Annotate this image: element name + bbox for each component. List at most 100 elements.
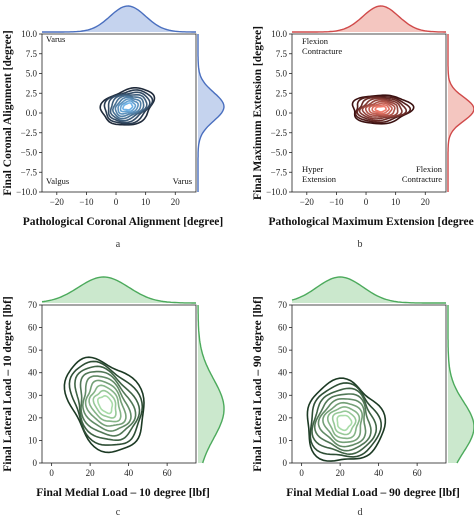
- y-tick-label: 30: [28, 390, 38, 400]
- x-tick-label: −20: [300, 197, 315, 207]
- contour-level-5: [361, 99, 399, 118]
- y-tick-label: −5.0: [21, 148, 38, 158]
- x-tick-label: 10: [391, 197, 401, 207]
- annotation: Extension: [302, 174, 337, 184]
- y-tick-label: 30: [278, 390, 288, 400]
- y-tick-label: 70: [278, 300, 288, 310]
- contour-level-9: [336, 414, 353, 432]
- y-tick-label: 10: [278, 435, 288, 445]
- marginal-x-line: [41, 276, 196, 304]
- marginal-y-fill: [198, 34, 224, 192]
- x-axis-label: Pathological Coronal Alignment [degree]: [23, 216, 224, 228]
- contour-level-9: [97, 394, 114, 415]
- x-tick-label: 0: [299, 468, 304, 478]
- marginal-y-line: [447, 34, 474, 192]
- contour-level-4: [109, 94, 148, 122]
- marginal-x-fill: [292, 277, 446, 303]
- panel-a: −20 −10 0 10 20 10.0 7.5 5.0 2.5 0.0 −2.5 −5.0 −7.5 −…: [2, 5, 225, 250]
- marginal-x-fill: [292, 6, 446, 32]
- marginal-y-fill: [198, 305, 224, 463]
- contour-level-5: [317, 398, 367, 448]
- contour-level-2: [103, 89, 154, 125]
- contour-level-8: [119, 99, 137, 113]
- annotation: Varus: [173, 176, 192, 186]
- y-tick-label: −10.0: [266, 187, 287, 197]
- panel-label: a: [116, 239, 121, 250]
- contour-level-3: [107, 91, 151, 124]
- annotation: Flexion: [416, 164, 443, 174]
- y-tick-label: 2.5: [26, 88, 38, 98]
- panel-b: −20 −10 0 10 20 10.0 7.5 5.0 2.5 0.0 −2.5 −5.0 −7.5 −…: [252, 5, 474, 250]
- y-tick-label: 10: [28, 435, 38, 445]
- y-tick-label: 0: [283, 458, 288, 468]
- contour-level-3: [74, 365, 141, 441]
- x-tick-label: 0: [114, 197, 119, 207]
- y-tick-label: 0: [33, 458, 38, 468]
- x-tick-label: 20: [421, 197, 431, 207]
- x-tick-label: −10: [329, 197, 344, 207]
- y-tick-label: 20: [28, 413, 38, 423]
- y-tick-label: 60: [28, 323, 38, 333]
- contour-level-5: [81, 375, 132, 432]
- y-tick-label: 70: [28, 300, 38, 310]
- x-axis-label: Final Medial Load – 90 degree [lbf]: [286, 487, 460, 499]
- contour-level-8: [92, 389, 117, 419]
- panel-label: d: [358, 507, 363, 518]
- y-tick-label: 20: [278, 413, 288, 423]
- contour-level-8: [331, 410, 357, 436]
- contour-level-3: [311, 387, 378, 456]
- x-tick-label: 0: [49, 468, 54, 478]
- annotation: Varus: [46, 34, 65, 44]
- contour-level-6: [114, 96, 142, 118]
- marginal-y-line: [447, 305, 474, 464]
- y-tick-label: 40: [28, 368, 38, 378]
- contour-level-4: [79, 370, 137, 437]
- y-tick-label: 7.5: [26, 49, 38, 59]
- y-tick-label: 40: [278, 368, 288, 378]
- marginal-y-fill: [448, 305, 474, 463]
- panel-d: 0 20 40 60 70 60 50 40 30 20 10 0 Final Medial Load …: [252, 276, 474, 518]
- y-tick-label: 5.0: [26, 69, 38, 79]
- contour-group: [351, 94, 415, 125]
- annotation: Contracture: [402, 174, 442, 184]
- x-tick-label: 40: [374, 468, 384, 478]
- y-axis-label: Final Maximum Extension [degree]: [252, 26, 264, 200]
- y-tick-label: 7.5: [276, 49, 288, 59]
- x-axis-label: Final Medial Load – 10 degree [lbf]: [36, 487, 210, 499]
- y-tick-label: −7.5: [271, 167, 288, 177]
- contour-level-2: [68, 360, 144, 446]
- marginal-x-fill: [42, 277, 196, 303]
- marginal-x-line: [291, 276, 446, 304]
- panel-label: c: [116, 507, 121, 518]
- x-tick-label: 0: [364, 197, 369, 207]
- y-tick-label: 10.0: [21, 29, 37, 39]
- x-tick-label: 20: [86, 468, 96, 478]
- contour-group: [99, 87, 156, 126]
- panel-c: 0 20 40 60 70 60 50 40 30 20 10 0 Final Medial Load …: [2, 276, 225, 518]
- contour-level-8: [371, 103, 390, 115]
- contour-level-2: [354, 96, 412, 124]
- x-tick-label: 20: [171, 197, 181, 207]
- annotation: Hyper: [302, 164, 323, 174]
- contour-level-7: [368, 102, 393, 116]
- y-tick-label: 2.5: [276, 88, 288, 98]
- marginal-y-fill: [448, 34, 474, 192]
- y-axis-label: Final Lateral Load – 10 degree [lbf]: [2, 296, 14, 471]
- y-tick-label: −2.5: [271, 128, 288, 138]
- contour-level-7: [117, 98, 139, 115]
- contour-level-1: [351, 94, 415, 125]
- y-tick-label: −10.0: [16, 187, 37, 197]
- x-axis-label: Pathological Maximum Extension [degree]: [269, 216, 474, 228]
- y-tick-label: −2.5: [21, 128, 38, 138]
- contour-level-5: [111, 95, 145, 120]
- contour-level-9: [374, 105, 387, 113]
- contour-level-1: [306, 377, 387, 462]
- x-tick-label: 20: [336, 468, 346, 478]
- contour-level-1: [99, 87, 156, 126]
- contour-group: [63, 356, 145, 454]
- contour-level-6: [364, 100, 396, 117]
- x-tick-label: −10: [79, 197, 94, 207]
- contour-level-6: [84, 379, 127, 427]
- y-tick-label: 50: [278, 345, 288, 355]
- contour-group: [306, 377, 387, 462]
